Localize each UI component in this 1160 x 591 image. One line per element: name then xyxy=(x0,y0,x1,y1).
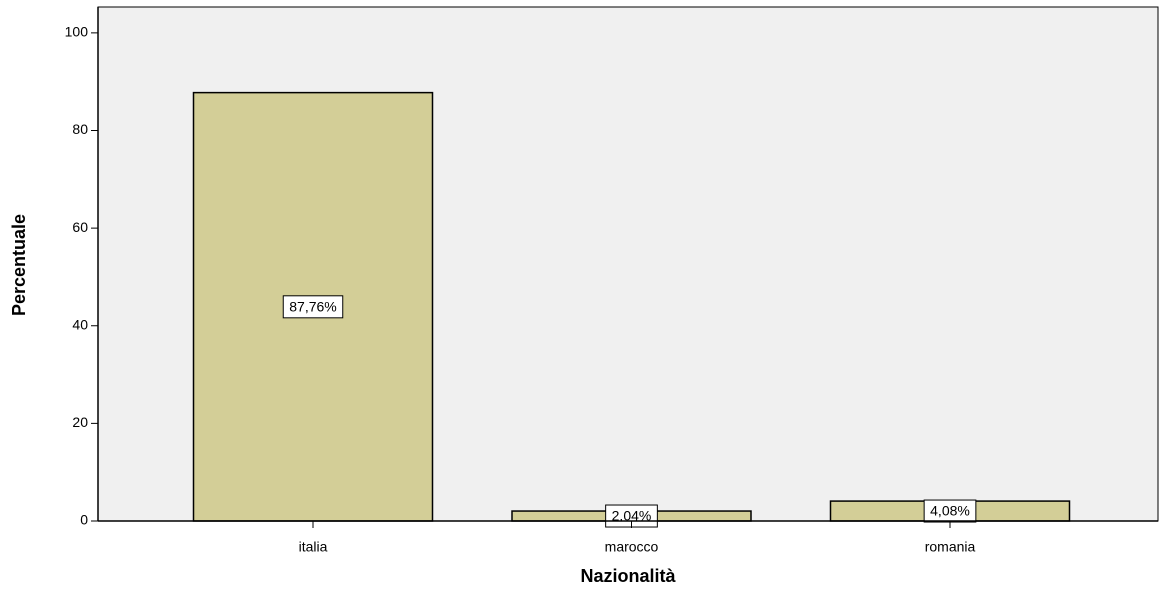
y-axis-title: Percentuale xyxy=(9,214,29,316)
x-tick-label: italia xyxy=(299,539,328,555)
data-label: 87,76% xyxy=(289,299,336,315)
y-tick-label: 60 xyxy=(72,219,88,235)
y-tick-label: 20 xyxy=(72,414,88,430)
y-tick-label: 100 xyxy=(65,24,89,40)
y-tick-label: 40 xyxy=(72,316,88,332)
data-label-box xyxy=(282,295,344,319)
x-axis-title: Nazionalità xyxy=(580,566,676,586)
y-tick-label: 80 xyxy=(72,121,88,137)
x-tick-label: marocco xyxy=(605,539,659,555)
data-label: 4,08% xyxy=(930,503,970,519)
y-tick-label: 0 xyxy=(80,512,88,528)
x-tick-label: romania xyxy=(925,539,976,555)
data-label: 2.04% xyxy=(612,508,652,524)
